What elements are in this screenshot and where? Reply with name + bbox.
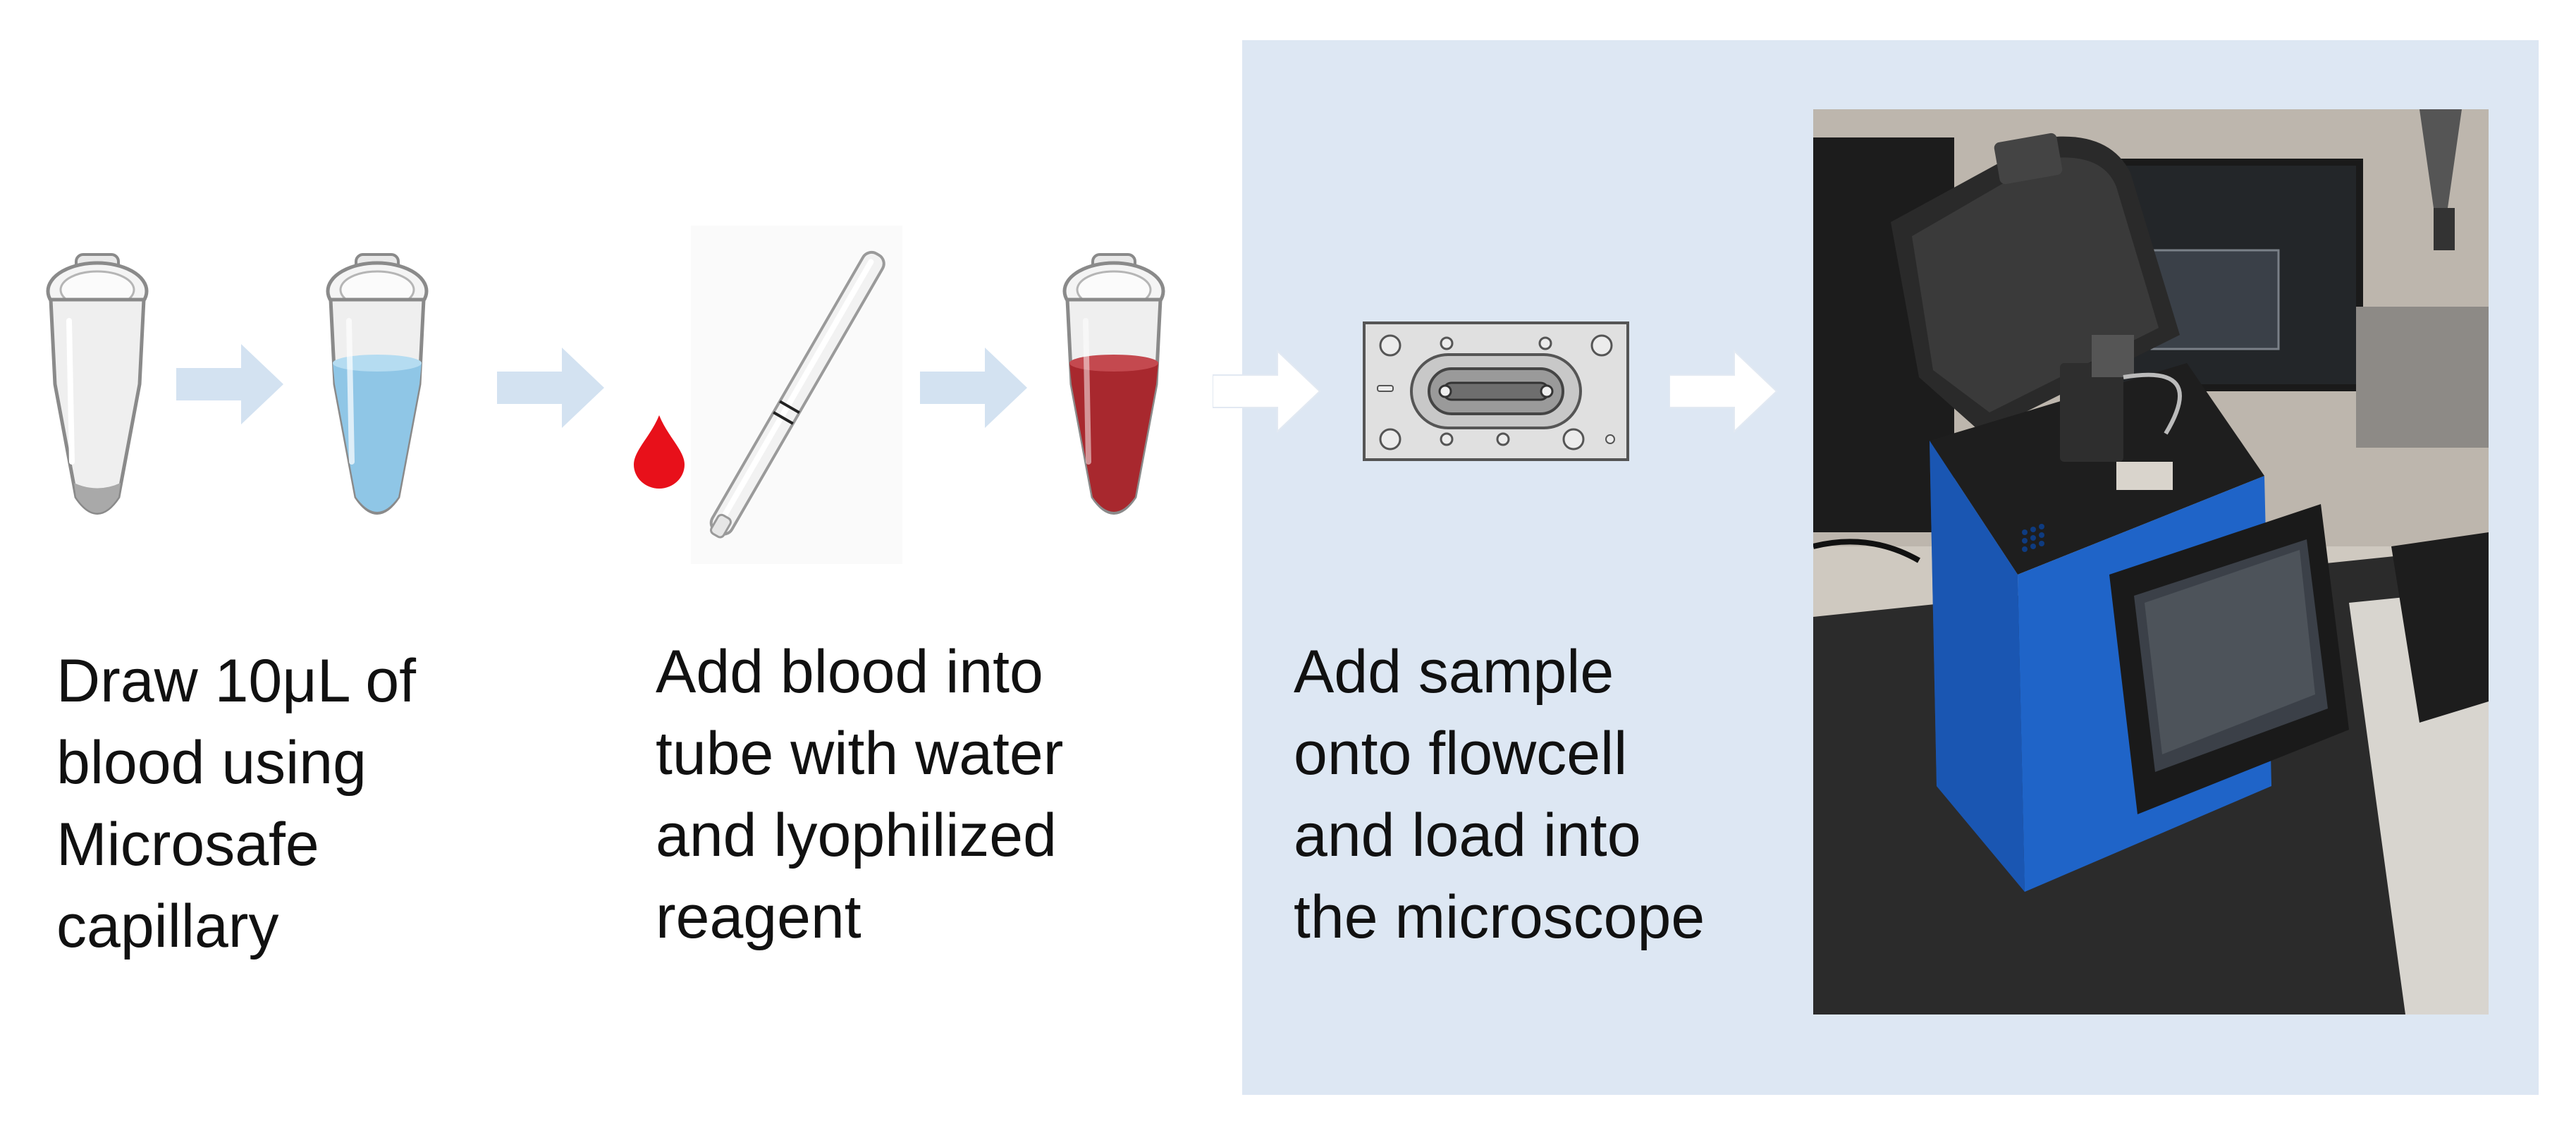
caption-line: and load into: [1294, 802, 1641, 869]
caption-line: Add sample: [1294, 638, 1614, 706]
caption-line: Add blood into: [656, 638, 1043, 706]
caption-line: capillary: [56, 893, 279, 960]
microscope-device-photo: [1813, 109, 2489, 1014]
caption-line: and lyophilized: [656, 802, 1057, 869]
arrow-right-icon: [497, 348, 604, 428]
arrow-right-icon: [176, 344, 283, 424]
caption-line: tube with water: [656, 720, 1064, 787]
capillary-tube-icon: [691, 226, 902, 564]
arrow-right-icon: [1213, 349, 1321, 434]
caption-line: blood using: [56, 729, 367, 797]
water-filled-tube-icon: [326, 253, 429, 515]
step-3-caption: Add sample onto flowcell and load into t…: [1294, 631, 1705, 958]
arrow-right-icon: [1669, 349, 1778, 434]
caption-line: onto flowcell: [1294, 720, 1628, 787]
caption-line: Microsafe: [56, 811, 319, 878]
caption-line: Draw 10μL of: [56, 647, 417, 715]
empty-microcentrifuge-tube-icon: [46, 253, 149, 515]
caption-line: reagent: [656, 883, 861, 951]
blood-drop-icon: [634, 415, 685, 489]
blood-filled-tube-icon: [1062, 253, 1165, 515]
arrow-right-icon: [920, 348, 1027, 428]
step-2-caption: Add blood into tube with water and lyoph…: [656, 631, 1063, 958]
step-1-caption: Draw 10μL of blood using Microsafe capil…: [56, 640, 416, 967]
caption-line: the microscope: [1294, 883, 1705, 951]
flowcell-chip-icon: [1363, 321, 1629, 461]
